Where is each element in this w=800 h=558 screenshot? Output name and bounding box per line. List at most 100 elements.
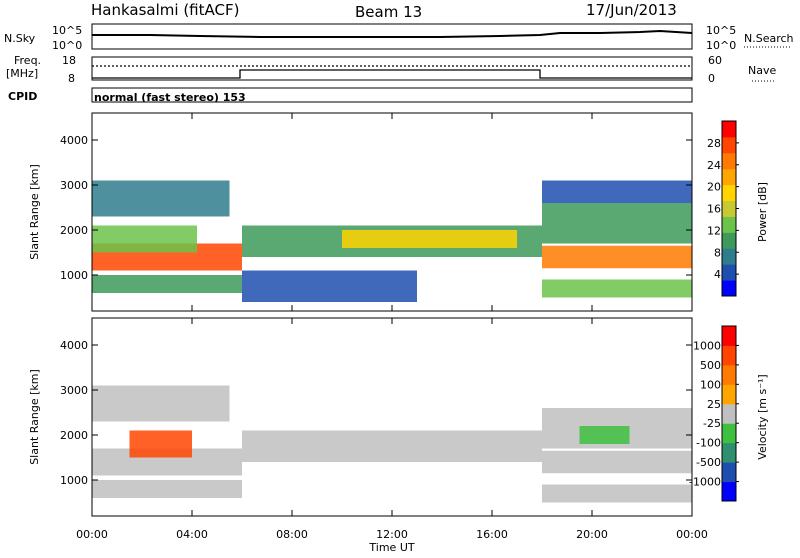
power-colorbar-swatch — [722, 280, 736, 297]
x-axis-label: Time UT — [368, 541, 414, 554]
velocity-colorbar-tick-label: 25 — [707, 398, 721, 411]
power-ytick-label: 2000 — [60, 224, 88, 237]
freq-panel: Freq. [MHz] Nave 18 8 60 0 — [6, 54, 776, 85]
freq-right-label: Nave — [748, 64, 776, 77]
site-title: Hankasalmi (fitACF) — [91, 1, 239, 19]
power-colorbar-swatch — [722, 152, 736, 170]
power-ytick-label: 1000 — [60, 269, 88, 282]
noise-left-label: N.Sky — [4, 32, 36, 45]
velocity-colorbar-frame — [721, 325, 737, 502]
velocity-panel: 1000 2000 3000 4000 00:00 04:00 08:00 12:00 16:… — [28, 317, 708, 541]
power-colorbar-tick-label: 24 — [707, 159, 721, 172]
power-echo-band — [542, 180, 692, 203]
noise-left-tick-bottom: 10^0 — [52, 39, 82, 52]
velocity-colorbar-swatch — [722, 462, 736, 483]
power-colorbar-label: Power [dB] — [756, 182, 769, 242]
power-panel: 1000 2000 3000 4000 Slant Range [km] — [28, 112, 693, 312]
power-echo-band — [92, 275, 242, 293]
velocity-ytick-label: 4000 — [60, 339, 88, 352]
velocity-colorbar-swatch — [722, 345, 736, 366]
power-colorbar-swatch — [722, 216, 736, 233]
velocity-colorbar-swatch — [722, 423, 736, 444]
power-colorbar-tick-label: 12 — [707, 224, 721, 237]
velocity-colorbar-swatch — [722, 403, 736, 424]
power-colorbar-tick-label: 28 — [707, 137, 721, 150]
power-echo-band — [242, 270, 417, 302]
nave-right-tick-top: 60 — [708, 54, 722, 67]
velocity-colorbar-tick-label: 100 — [700, 378, 721, 391]
velocity-ytick-label: 1000 — [60, 474, 88, 487]
power-ylabel: Slant Range [km] — [28, 164, 41, 260]
velocity-echo-band — [542, 484, 692, 503]
velocity-echo-band — [542, 450, 692, 474]
noise-right-tick-bottom: 10^0 — [706, 39, 736, 52]
power-ytick-label: 4000 — [60, 134, 88, 147]
power-colorbar-swatch — [722, 200, 736, 217]
power-echo-band — [92, 225, 197, 253]
velocity-colorbar-swatch — [722, 481, 736, 502]
velocity-ylabel: Slant Range [km] — [28, 369, 41, 465]
noise-panel: N.Sky N.Search 10^5 10^0 10^5 10^0 — [4, 23, 794, 52]
freq-left-tick-top: 18 — [62, 54, 76, 67]
cpid-label: CPID — [8, 90, 37, 103]
x-tick-label: 20:00 — [576, 528, 608, 541]
power-echo-band — [542, 245, 692, 269]
velocity-echo-band — [92, 385, 230, 422]
velocity-echo-band — [242, 430, 542, 462]
power-ytick-label: 3000 — [60, 179, 88, 192]
cpid-panel: CPID normal (fast stereo) 153 — [8, 87, 693, 104]
power-colorbar-swatch — [722, 168, 736, 186]
freq-left-label-1: Freq. — [14, 54, 41, 67]
power-echo-band — [542, 203, 692, 244]
cpid-mode: normal (fast stereo) 153 — [94, 91, 246, 104]
power-colorbar-swatch — [722, 232, 736, 249]
velocity-colorbar-tick-label: 1000 — [693, 339, 721, 352]
velocity-colorbar-tick-label: -500 — [696, 456, 721, 469]
velocity-echo-band — [129, 430, 192, 458]
x-tick-label: 08:00 — [276, 528, 308, 541]
velocity-colorbar-tick-label: -100 — [696, 437, 721, 450]
power-colorbar-tick-label: 16 — [707, 203, 721, 216]
date-title: 17/Jun/2013 — [586, 1, 677, 19]
noise-right-tick-top: 10^5 — [706, 24, 736, 37]
power-colorbar-swatch — [722, 264, 736, 281]
x-tick-label: 00:00 — [676, 528, 708, 541]
velocity-echo-band — [92, 480, 242, 498]
velocity-colorbar-tick-label: 500 — [700, 359, 721, 372]
noise-sky-trace — [92, 29, 693, 38]
x-tick-label: 04:00 — [176, 528, 208, 541]
x-tick-label: 00:00 — [76, 528, 108, 541]
velocity-ytick-label: 2000 — [60, 429, 88, 442]
freq-left-label-2: [MHz] — [6, 67, 38, 80]
power-colorbar-tick-label: 20 — [707, 181, 721, 194]
velocity-colorbar-swatch — [722, 442, 736, 463]
velocity-colorbar-tick-label: -1000 — [689, 476, 721, 489]
x-tick-label: 12:00 — [376, 528, 408, 541]
nave-right-tick-bottom: 0 — [708, 72, 715, 85]
freq-left-tick-bottom: 8 — [68, 72, 75, 85]
velocity-colorbar-swatch — [722, 364, 736, 385]
velocity-echo-band — [579, 426, 630, 444]
beam-title: Beam 13 — [355, 3, 422, 21]
velocity-ytick-label: 3000 — [60, 384, 88, 397]
power-colorbar-swatch — [722, 184, 736, 202]
power-colorbar: Power [dB] 28 24 20 16 12 8 4 — [707, 120, 769, 297]
velocity-colorbar-swatch — [722, 326, 736, 346]
velocity-colorbar-swatch — [722, 384, 736, 405]
noise-left-tick-top: 10^5 — [52, 24, 82, 37]
power-echo-band — [542, 279, 692, 298]
power-echo-band — [92, 180, 230, 217]
power-colorbar-tick-label: 4 — [714, 268, 721, 281]
power-colorbar-tick-label: 8 — [714, 246, 721, 259]
velocity-colorbar-tick-label: -25 — [703, 417, 721, 430]
freq-trace — [92, 69, 692, 79]
power-colorbar-swatch — [722, 136, 736, 154]
noise-right-label: N.Search — [744, 32, 794, 45]
velocity-colorbar: Velocity [m s⁻¹] 1000 500 100 25 -25 -100 -500… — [689, 325, 769, 502]
power-colorbar-swatch — [722, 248, 736, 265]
power-colorbar-swatch — [722, 121, 736, 138]
x-tick-label: 16:00 — [476, 528, 508, 541]
power-echo-band — [342, 230, 517, 248]
velocity-colorbar-label: Velocity [m s⁻¹] — [756, 374, 769, 459]
